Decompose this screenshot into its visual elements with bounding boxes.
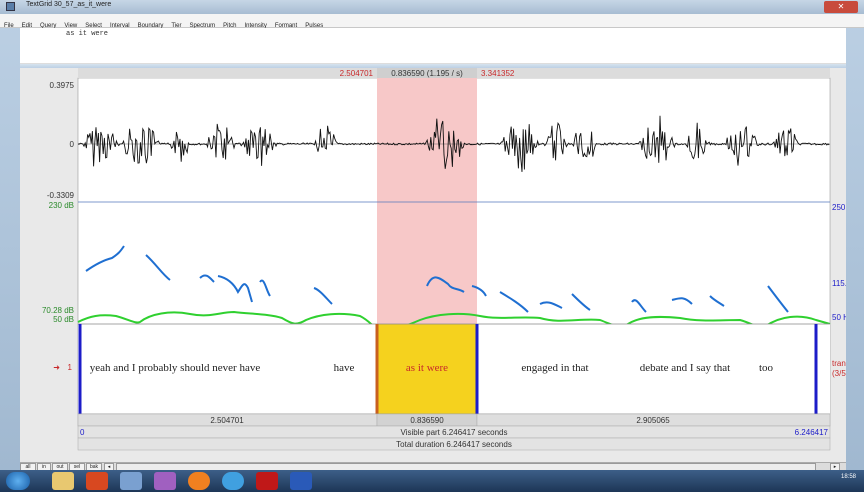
selection-time-cell <box>377 68 477 78</box>
editor-canvas[interactable]: 2.504701 0.836590 (1.195 / s) 3.341352 0… <box>20 68 846 462</box>
pitch-max-label: 250 Hz <box>832 203 846 212</box>
visible-start: 0 <box>80 428 85 437</box>
tier-arrow-icon: ➜ <box>53 363 60 372</box>
tier-interval-count: (3/5) <box>832 369 846 378</box>
menu-formant[interactable]: Formant <box>274 23 298 29</box>
interval-text-selected: as it were <box>406 362 448 374</box>
pitch-contour <box>85 245 789 313</box>
pitch-segment <box>313 287 333 305</box>
waveform <box>77 115 830 172</box>
menu-tier[interactable]: Tier <box>171 23 182 29</box>
pitch-segment <box>571 293 591 311</box>
pitch-segment <box>671 297 693 305</box>
tier-name: transcript <box>832 359 846 368</box>
interval-text-value: as it were <box>66 30 109 38</box>
pitch-segment <box>217 275 253 303</box>
menu-pitch[interactable]: Pitch <box>223 23 237 29</box>
duration-right: 2.905065 <box>636 416 670 425</box>
intensity-max-label: 230 dB <box>49 201 74 210</box>
menu-query[interactable]: Query <box>40 23 57 29</box>
sound-editor[interactable]: 2.504701 0.836590 (1.195 / s) 3.341352 0… <box>20 68 846 462</box>
menu-pulses[interactable]: Pulses <box>305 23 324 29</box>
selection-highlight <box>377 78 477 324</box>
waveform-zero-label: 0 <box>70 140 75 149</box>
system-tray: 18:58 <box>841 474 856 481</box>
selection-duration: 0.836590 (1.195 / s) <box>391 69 463 78</box>
menu-edit[interactable]: Edit <box>21 23 33 29</box>
menu-spectrum[interactable]: Spectrum <box>189 23 216 29</box>
pitch-segment <box>767 285 789 313</box>
pdf-icon[interactable] <box>256 472 278 490</box>
pitch-segment <box>471 285 487 297</box>
pitch-segment <box>199 274 215 283</box>
interval-text: yeah and I probably should never have <box>90 362 261 374</box>
menu-file[interactable]: File <box>4 23 14 29</box>
selected-interval[interactable] <box>377 324 477 414</box>
total-duration-label: Total duration 6.246417 seconds <box>396 440 512 449</box>
intensity-cursor-label: 70.28 dB <box>42 306 74 315</box>
window-title: TextGrid 30_57_as_it_were <box>26 1 112 8</box>
app-icon[interactable] <box>120 472 142 490</box>
tier-number: 1 <box>68 363 73 372</box>
interval-text-field[interactable]: as it were <box>20 28 846 64</box>
waveform-max-label: 0.3975 <box>50 81 75 90</box>
waveform-trace <box>77 115 830 172</box>
praat-icon <box>6 2 15 11</box>
interval-text: debate and I say that <box>640 362 730 374</box>
interval-text: have <box>334 362 355 374</box>
menu-view[interactable]: View <box>64 23 78 29</box>
menu-bar: File Edit Query View Select Interval Boundary T… <box>0 14 864 29</box>
pitch-segment <box>145 254 171 281</box>
interval-text: engaged in that <box>521 362 588 374</box>
selection-end-time: 3.341352 <box>481 69 515 78</box>
title-bar: TextGrid 30_57_as_it_were ✕ <box>0 0 864 14</box>
clock-time: 18:58 <box>840 474 856 480</box>
menu-intensity[interactable]: Intensity <box>244 23 267 29</box>
pitch-mid-label: 115.7 Hz <box>832 279 846 288</box>
file-explorer-icon[interactable] <box>52 472 74 490</box>
bottom-scrollbar[interactable]: all in out sel bak ◂ ▸ <box>20 462 846 471</box>
total-duration-button[interactable] <box>77 437 831 451</box>
selection-start-time: 2.504701 <box>340 69 374 78</box>
interval-text: too <box>759 362 774 374</box>
word-icon[interactable] <box>290 472 312 490</box>
media-icon[interactable] <box>86 472 108 490</box>
editor-workarea: as it were 2.504701 0.836590 (1.195 / s)… <box>20 28 846 462</box>
pitch-segment <box>709 295 725 307</box>
pitch-segment <box>499 291 529 313</box>
menu-select[interactable]: Select <box>85 23 102 29</box>
menu-interval[interactable]: Interval <box>109 23 130 29</box>
menu-boundary[interactable]: Boundary <box>137 23 164 29</box>
pitch-segment <box>85 245 125 272</box>
close-button[interactable]: ✕ <box>824 1 858 13</box>
pitch-segment <box>259 279 271 297</box>
pitch-segment <box>426 276 465 293</box>
duration-left: 2.504701 <box>210 416 244 425</box>
pitch-segment <box>539 301 563 309</box>
intensity-min-label: 50 dB <box>53 315 74 324</box>
app-icon[interactable] <box>154 472 176 490</box>
pitch-min-label: 50 Hz <box>832 313 846 322</box>
chrome-icon[interactable] <box>222 472 244 490</box>
windows-taskbar: 18:58 <box>0 470 864 492</box>
waveform-min-label: -0.3309 <box>47 191 75 200</box>
firefox-icon[interactable] <box>188 472 210 490</box>
divider <box>20 64 846 68</box>
pitch-segment <box>631 299 647 313</box>
visible-part-label: Visible part 6.246417 seconds <box>400 428 507 437</box>
start-button[interactable] <box>6 472 30 490</box>
duration-mid: 0.836590 <box>410 416 444 425</box>
visible-end: 6.246417 <box>795 428 829 437</box>
